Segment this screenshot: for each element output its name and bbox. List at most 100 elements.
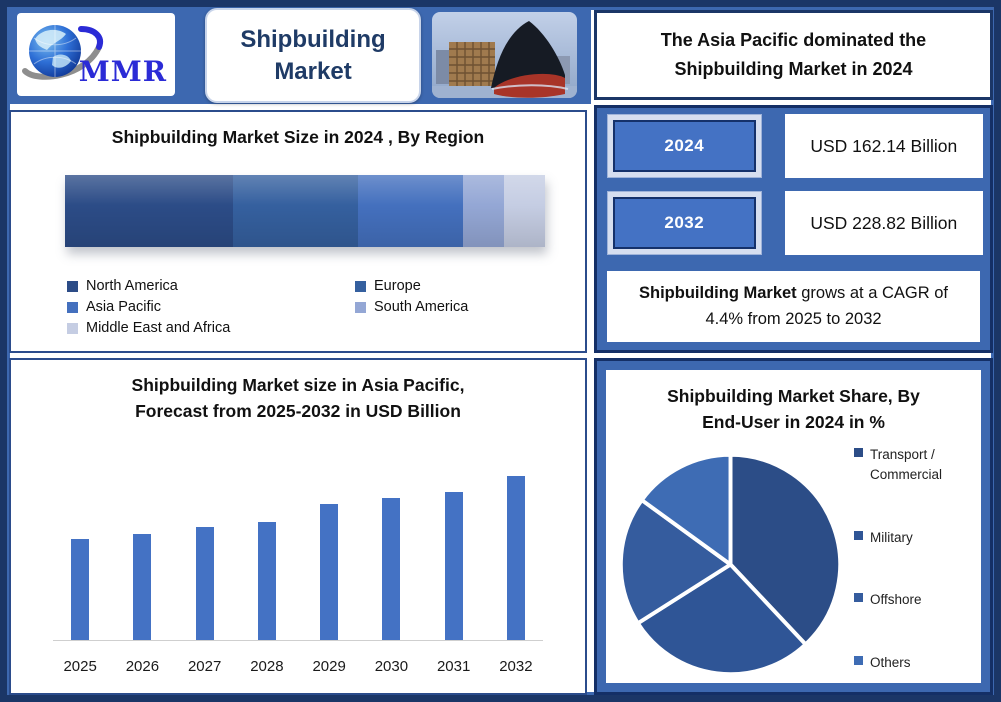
legend-marker-icon — [67, 322, 78, 334]
legend-label: Europe — [374, 278, 421, 294]
legend-marker-icon — [67, 301, 78, 313]
forecast-title-line-1: Shipbuilding Market size in Asia Pacific… — [131, 375, 465, 395]
legend-marker-icon — [67, 280, 78, 292]
legend-marker-icon — [854, 593, 863, 603]
stat-row-2032: 2032 USD 228.82 Billion — [604, 191, 983, 255]
market-value-2032: USD 228.82 Billion — [784, 191, 983, 255]
header-banner: MMR Shipbuilding Market — [7, 7, 591, 104]
year-badge-2024: 2024 — [613, 120, 756, 172]
pie-chart-panel: Shipbuilding Market Share, By End-User i… — [594, 358, 993, 695]
forecast-bar-column: 2025 — [49, 448, 111, 687]
forecast-bar-column: 2029 — [298, 448, 360, 687]
legend-label: Middle East and Africa — [86, 320, 231, 336]
pie-slice-2 — [618, 498, 733, 626]
forecast-bar-column: 2030 — [360, 448, 422, 687]
market-value-2024: USD 162.14 Billion — [784, 114, 983, 178]
legend-label: Transport / Commercial — [870, 447, 943, 482]
legend-label: Asia Pacific — [86, 299, 161, 315]
forecast-chart-title: Shipbuilding Market size in Asia Pacific… — [11, 372, 585, 425]
region-legend-item: North America — [67, 278, 355, 294]
forecast-chart-panel: Shipbuilding Market size in Asia Pacific… — [9, 358, 587, 695]
forecast-bar-2026 — [133, 534, 152, 640]
report-title-box: Shipbuilding Market — [205, 8, 421, 103]
legend-marker-icon — [854, 656, 863, 666]
pie-legend-item: Transport / Commercial — [854, 445, 974, 484]
logo-text: MMR — [78, 55, 167, 88]
globe-icon — [22, 25, 103, 80]
pie-slice-3 — [639, 452, 733, 567]
year-badge-frame: 2024 — [607, 114, 762, 178]
x-axis-tick-label: 2025 — [63, 658, 97, 675]
forecast-bar-2025 — [71, 539, 90, 640]
forecast-bar-2028 — [257, 522, 276, 640]
x-axis-tick-label: 2026 — [125, 658, 160, 675]
end-user-pie-chart — [618, 452, 843, 677]
forecast-bar-2030 — [382, 498, 401, 640]
region-stacked-bar — [65, 175, 545, 247]
legend-marker-icon — [854, 448, 863, 457]
legend-label: Offshore — [870, 592, 922, 608]
mmr-logo: MMR — [17, 13, 175, 96]
pie-slice-1 — [635, 562, 808, 677]
pie-legend: Transport / Commercial Military Offshore Ot… — [854, 445, 974, 673]
forecast-bar-column: 2026 — [111, 448, 173, 687]
region-legend-item: Europe — [355, 278, 572, 294]
legend-marker-icon — [854, 530, 863, 540]
region-legend-item: Middle East and Africa — [67, 320, 355, 336]
region-legend-item: South America — [355, 299, 572, 315]
x-axis-line — [53, 640, 543, 641]
region-legend-item: Asia Pacific — [67, 299, 355, 315]
region-segment-2 — [357, 175, 464, 247]
x-axis-tick-label: 2028 — [250, 658, 284, 675]
cagr-note-rest: grows at a CAGR of 4.4% from 2025 to 203… — [705, 284, 948, 328]
region-legend: North America Europe Asia Pacific South Ame… — [67, 278, 572, 336]
pie-legend-item: Military — [854, 528, 974, 548]
forecast-bar-column: 2027 — [174, 448, 236, 687]
ship-photo — [432, 12, 577, 98]
forecast-bar-2031 — [444, 492, 463, 640]
legend-label: South America — [374, 299, 469, 315]
region-segment-4 — [504, 175, 545, 247]
legend-marker-icon — [355, 301, 366, 313]
x-axis-tick-label: 2030 — [374, 658, 409, 675]
forecast-bar-2029 — [320, 504, 339, 640]
legend-label: North America — [86, 278, 178, 294]
pie-legend-item: Others — [854, 653, 974, 673]
pie-legend-item: Offshore — [854, 590, 974, 610]
stats-panel: 2024 USD 162.14 Billion 2032 USD 228.82 … — [594, 105, 993, 353]
x-axis-tick-label: 2027 — [187, 658, 222, 675]
forecast-title-line-2: Forecast from 2025-2032 in USD Billion — [135, 401, 461, 422]
region-segment-3 — [463, 175, 505, 247]
pie-title-line-1: Shipbuilding Market Share, By — [667, 386, 920, 406]
cagr-note: Shipbuilding Market grows at a CAGR of 4… — [607, 271, 980, 343]
x-axis-tick-label: 2032 — [499, 658, 533, 675]
forecast-bar-2027 — [195, 527, 214, 640]
forecast-bar-column: 2031 — [423, 448, 485, 687]
year-badge-frame: 2032 — [607, 191, 762, 255]
x-axis-tick-label: 2031 — [436, 658, 471, 675]
report-title-line-2: Market — [274, 57, 352, 85]
pie-slice-0 — [728, 452, 843, 647]
highlight-line-2: Shipbuilding Market in 2024 — [674, 59, 913, 79]
forecast-bar-2032 — [506, 476, 525, 640]
region-segment-1 — [233, 175, 358, 247]
region-chart-title: Shipbuilding Market Size in 2024 , By Re… — [111, 127, 485, 147]
forecast-bar-column: 2032 — [485, 448, 547, 687]
x-axis-tick-label: 2029 — [312, 658, 346, 675]
legend-label: Others — [870, 655, 911, 671]
legend-label: Military — [870, 529, 913, 545]
pie-title-line-2: End-User in 2024 in % — [702, 412, 885, 433]
legend-marker-icon — [355, 280, 366, 292]
highlight-box: The Asia Pacific dominated the Shipbuild… — [594, 10, 993, 100]
forecast-bar-column: 2028 — [236, 448, 298, 687]
region-segment-0 — [65, 175, 233, 247]
year-badge-2032: 2032 — [613, 197, 756, 249]
region-chart-panel: Shipbuilding Market Size in 2024 , By Re… — [9, 110, 587, 353]
highlight-line-1: The Asia Pacific dominated the — [660, 30, 927, 51]
cagr-note-bold: Shipbuilding Market — [639, 284, 797, 302]
stat-row-2024: 2024 USD 162.14 Billion — [604, 114, 983, 178]
pie-chart-title: Shipbuilding Market Share, By End-User i… — [597, 383, 990, 436]
forecast-bar-chart: 2025 2026 2027 2028 2029 2030 2031 2032 — [49, 448, 547, 687]
report-title-line-1: Shipbuilding — [240, 26, 386, 54]
